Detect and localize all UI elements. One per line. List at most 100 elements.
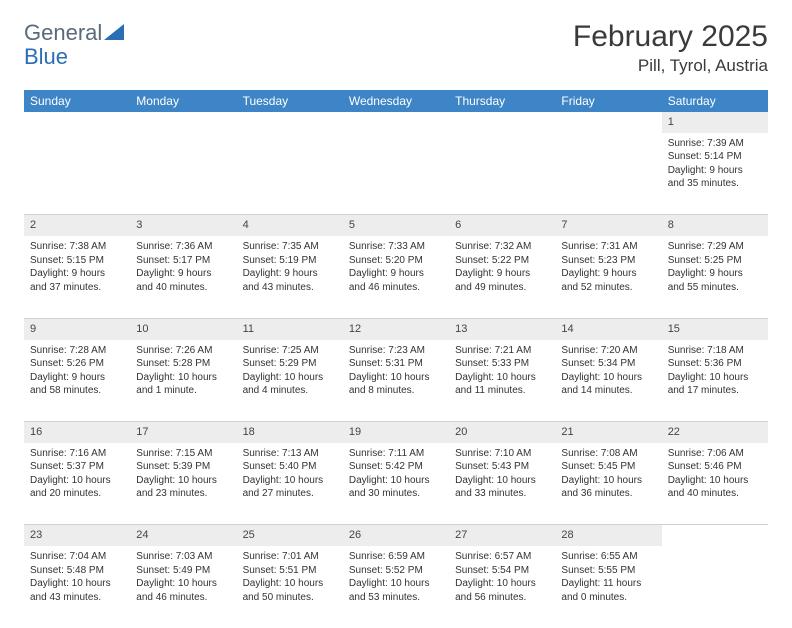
day-number: 6 [455,219,461,231]
sunrise-label: Sunrise: 7:28 AM [30,344,124,358]
sunrise-label: Sunrise: 7:06 AM [668,447,762,461]
day-number: 23 [30,529,42,541]
sunset-label: Sunset: 5:14 PM [668,150,762,164]
daylight-label: Daylight: 10 hours and 36 minutes. [561,474,655,501]
day-number: 15 [668,323,680,335]
day-cell: Sunrise: 7:26 AMSunset: 5:28 PMDaylight:… [130,340,236,422]
sunrise-label: Sunrise: 7:29 AM [668,240,762,254]
sunset-label: Sunset: 5:43 PM [455,460,549,474]
sunrise-label: Sunrise: 7:36 AM [136,240,230,254]
sunrise-label: Sunrise: 6:55 AM [561,550,655,564]
daylight-label: Daylight: 9 hours and 58 minutes. [30,371,124,398]
day-number-cell [343,112,449,133]
day-cell: Sunrise: 7:03 AMSunset: 5:49 PMDaylight:… [130,546,236,628]
page-title: February 2025 [573,20,768,54]
sunset-label: Sunset: 5:42 PM [349,460,443,474]
daylight-label: Daylight: 10 hours and 14 minutes. [561,371,655,398]
day-number-cell: 16 [24,422,130,443]
day-number: 12 [349,323,361,335]
day-cell: Sunrise: 7:11 AMSunset: 5:42 PMDaylight:… [343,443,449,525]
sunset-label: Sunset: 5:34 PM [561,357,655,371]
daylight-label: Daylight: 10 hours and 11 minutes. [455,371,549,398]
day-number-cell: 3 [130,215,236,236]
day-number: 28 [561,529,573,541]
sunset-label: Sunset: 5:23 PM [561,254,655,268]
day-number-cell: 12 [343,318,449,339]
day-cell [130,133,236,215]
day-cell [24,133,130,215]
daylight-label: Daylight: 10 hours and 33 minutes. [455,474,549,501]
day-number: 22 [668,426,680,438]
day-number: 19 [349,426,361,438]
day-number: 9 [30,323,36,335]
day-number-cell: 2 [24,215,130,236]
day-number-cell: 17 [130,422,236,443]
day-cell [237,133,343,215]
logo-text-2: Blue [24,44,68,70]
sunset-label: Sunset: 5:28 PM [136,357,230,371]
day-cell: Sunrise: 7:23 AMSunset: 5:31 PMDaylight:… [343,340,449,422]
day-cell: Sunrise: 7:08 AMSunset: 5:45 PMDaylight:… [555,443,661,525]
day-number-cell: 13 [449,318,555,339]
daylight-label: Daylight: 10 hours and 43 minutes. [30,577,124,604]
daylight-label: Daylight: 9 hours and 52 minutes. [561,267,655,294]
date-row: 1 [24,112,768,133]
sunset-label: Sunset: 5:25 PM [668,254,762,268]
sunset-label: Sunset: 5:46 PM [668,460,762,474]
day-cell: Sunrise: 7:38 AMSunset: 5:15 PMDaylight:… [24,236,130,318]
daylight-label: Daylight: 10 hours and 56 minutes. [455,577,549,604]
daylight-label: Daylight: 9 hours and 40 minutes. [136,267,230,294]
day-cell: Sunrise: 7:25 AMSunset: 5:29 PMDaylight:… [237,340,343,422]
sunset-label: Sunset: 5:22 PM [455,254,549,268]
day-number-cell: 20 [449,422,555,443]
day-number-cell: 4 [237,215,343,236]
day-number-cell: 7 [555,215,661,236]
day-cell: Sunrise: 7:16 AMSunset: 5:37 PMDaylight:… [24,443,130,525]
header: General February 2025 Pill, Tyrol, Austr… [24,20,768,76]
day-cell: Sunrise: 7:32 AMSunset: 5:22 PMDaylight:… [449,236,555,318]
sunset-label: Sunset: 5:48 PM [30,564,124,578]
day-number: 16 [30,426,42,438]
daylight-label: Daylight: 10 hours and 23 minutes. [136,474,230,501]
sunrise-label: Sunrise: 7:04 AM [30,550,124,564]
day-cell: Sunrise: 7:20 AMSunset: 5:34 PMDaylight:… [555,340,661,422]
day-number-cell: 11 [237,318,343,339]
content-row: Sunrise: 7:16 AMSunset: 5:37 PMDaylight:… [24,443,768,525]
day-number-cell: 28 [555,525,661,546]
day-number: 21 [561,426,573,438]
sunset-label: Sunset: 5:54 PM [455,564,549,578]
day-number: 25 [243,529,255,541]
daylight-label: Daylight: 10 hours and 4 minutes. [243,371,337,398]
sunset-label: Sunset: 5:19 PM [243,254,337,268]
day-cell: Sunrise: 7:18 AMSunset: 5:36 PMDaylight:… [662,340,768,422]
sunrise-label: Sunrise: 7:16 AM [30,447,124,461]
sunrise-label: Sunrise: 7:38 AM [30,240,124,254]
day-number-cell: 23 [24,525,130,546]
day-cell [449,133,555,215]
date-row: 232425262728 [24,525,768,546]
daylight-label: Daylight: 9 hours and 55 minutes. [668,267,762,294]
sunrise-label: Sunrise: 7:31 AM [561,240,655,254]
sunset-label: Sunset: 5:49 PM [136,564,230,578]
sunset-label: Sunset: 5:31 PM [349,357,443,371]
day-number-cell: 21 [555,422,661,443]
sunset-label: Sunset: 5:29 PM [243,357,337,371]
day-cell: Sunrise: 7:36 AMSunset: 5:17 PMDaylight:… [130,236,236,318]
day-number: 24 [136,529,148,541]
daylight-label: Daylight: 10 hours and 27 minutes. [243,474,337,501]
day-cell: Sunrise: 7:10 AMSunset: 5:43 PMDaylight:… [449,443,555,525]
sunrise-label: Sunrise: 7:01 AM [243,550,337,564]
daylight-label: Daylight: 10 hours and 46 minutes. [136,577,230,604]
day-cell: Sunrise: 7:13 AMSunset: 5:40 PMDaylight:… [237,443,343,525]
daylight-label: Daylight: 9 hours and 35 minutes. [668,164,762,191]
date-row: 16171819202122 [24,422,768,443]
day-number: 14 [561,323,573,335]
day-number-cell: 22 [662,422,768,443]
col-wednesday: Wednesday [343,90,449,112]
day-cell: Sunrise: 7:01 AMSunset: 5:51 PMDaylight:… [237,546,343,628]
daylight-label: Daylight: 10 hours and 50 minutes. [243,577,337,604]
day-number: 26 [349,529,361,541]
day-cell: Sunrise: 7:21 AMSunset: 5:33 PMDaylight:… [449,340,555,422]
day-number-cell: 5 [343,215,449,236]
day-cell: Sunrise: 6:55 AMSunset: 5:55 PMDaylight:… [555,546,661,628]
